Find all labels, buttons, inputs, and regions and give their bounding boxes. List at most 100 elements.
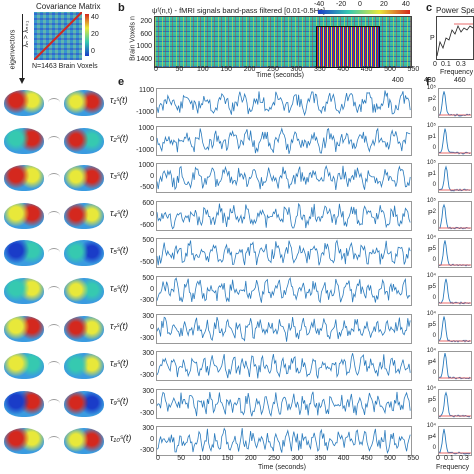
time-xtick: 100 [198, 455, 211, 462]
power-ytick: 1 [432, 133, 436, 140]
time-xtick: 350 [314, 455, 327, 462]
curved-arrow-icon [48, 286, 60, 295]
power-bottom-xtick: 0.3 [459, 455, 469, 462]
power-ytick: 5 [432, 284, 436, 290]
component-ytick: -1000 [136, 146, 154, 154]
component-label: τ₆ˢ(t) [110, 283, 129, 293]
component-ytick: -300 [139, 297, 154, 304]
component-ytick: -300 [139, 372, 154, 380]
power-ytick: 0 [432, 332, 436, 339]
component-ytick: 0 [150, 248, 154, 256]
power-bottom-xlabel: Frequency [436, 464, 470, 471]
heatmap-xtick: 250 [267, 66, 279, 73]
heatmap-ytick: 1000 [136, 43, 152, 50]
curved-arrow-icon [48, 436, 60, 445]
brain-map-left [4, 202, 44, 229]
time-xtick: 0 [156, 455, 160, 462]
brain-map-left [4, 240, 44, 267]
power-axis-label: P [428, 247, 433, 255]
heatmap-xtick: 0 [154, 66, 158, 73]
component-power-spectrum [438, 351, 472, 381]
time-xtick: 300 [291, 455, 304, 462]
component-ytick: 300 [142, 425, 154, 433]
heatmap-xtick: 300 [290, 66, 303, 73]
heatmap-xtick: 150 [220, 66, 233, 73]
power-axis-label: P [428, 285, 433, 292]
brain-map-right [64, 240, 104, 267]
heatmap-zoom-inset [316, 26, 380, 68]
time-xtick: 400 [337, 455, 350, 462]
power-ytick: 1 [432, 171, 436, 178]
component-time-series [156, 163, 412, 193]
heatmap-ytick: 1400 [136, 55, 152, 63]
brain-map-left [4, 165, 44, 192]
power-xtick: 0 [433, 61, 437, 68]
panel-label-e: e [118, 76, 125, 88]
eigenvalue-order-label: λₙ > λₙ₊₁ [23, 20, 30, 48]
component-label: τ₈ˢ(t) [110, 358, 129, 369]
component-power-spectrum [438, 426, 472, 457]
power-ytick: 0 [432, 257, 436, 264]
heatmap-colorbar-tick: 40 [402, 1, 410, 8]
curved-arrow-icon [48, 135, 60, 145]
heatmap-xtick: 450 [360, 66, 373, 73]
power-axis-label: P [428, 134, 433, 142]
brain-map-right [64, 165, 104, 192]
brain-map-left [4, 90, 44, 116]
component-time-series [156, 351, 412, 381]
component-power-spectrum [438, 388, 472, 419]
inset-xtick: 400 [392, 77, 404, 84]
arrow-head-icon [19, 78, 25, 84]
component-ytick: -300 [139, 334, 154, 342]
component-ytick: 300 [142, 387, 154, 395]
component-ytick: -500 [139, 259, 154, 267]
component-label: τ₇ˢ(t) [110, 320, 128, 331]
power-ytick: 10⁴ [426, 385, 436, 392]
power-ytick: 10⁴ [426, 310, 436, 317]
power-axis-label: P [428, 360, 433, 368]
component-ytick: 0 [150, 361, 154, 369]
power-axis-label: P [428, 397, 433, 405]
component-label: τ₅ˢ(t) [110, 245, 129, 256]
component-ytick: 1000 [138, 162, 154, 170]
panel-label-b: b [118, 2, 125, 14]
component-ytick: -300 [139, 409, 154, 417]
component-power-spectrum [438, 88, 472, 118]
power-ytick: 0 [432, 445, 436, 452]
time-xtick: 450 [360, 455, 373, 462]
heatmap-xtick: 200 [243, 66, 256, 73]
component-ytick: 0 [150, 98, 154, 105]
covariance-colorbar-tick: 40 [91, 14, 99, 21]
heatmap-ytick: 200 [140, 18, 152, 25]
power-axis-label: P [428, 97, 433, 104]
power-xlabel: Frequency [440, 69, 474, 76]
component-time-series [156, 276, 412, 306]
power-axis-label: P [428, 322, 433, 330]
brain-map-right [64, 353, 104, 380]
curved-arrow-icon [48, 98, 60, 107]
curved-arrow-icon [48, 248, 60, 257]
component-ytick: -1000 [136, 109, 154, 116]
eigenvectors-label: eigenvectors [9, 29, 17, 70]
time-xtick: 50 [177, 455, 186, 462]
component-ytick: 0 [150, 323, 154, 331]
power-ytick: 10⁵ [426, 122, 436, 129]
power-ytick: 4 [432, 434, 436, 441]
covariance-colorbar-tick: 20 [91, 31, 99, 38]
power-ytick: 0 [432, 407, 436, 414]
power-bottom-xtick: 0 [436, 455, 440, 462]
power-bottom-xtick: 0.1 [444, 455, 454, 462]
brain-map-right [64, 202, 104, 229]
covariance-colorbar-tick: 0 [91, 48, 95, 55]
power-xtick: 0.3 [456, 61, 466, 68]
component-label: τ₄ˢ(t) [110, 207, 129, 218]
power-ytick: 2 [432, 96, 436, 102]
power-ytick: 10⁴ [426, 235, 436, 242]
brain-map-left [4, 315, 44, 342]
power-ytick: 4 [432, 359, 436, 366]
power-axis-label: P [428, 209, 433, 217]
component-label: τ₂ˢ(t) [110, 132, 129, 143]
power-ytick: 5 [432, 321, 436, 328]
component-power-spectrum [438, 313, 472, 344]
brain-map-left [4, 278, 44, 304]
